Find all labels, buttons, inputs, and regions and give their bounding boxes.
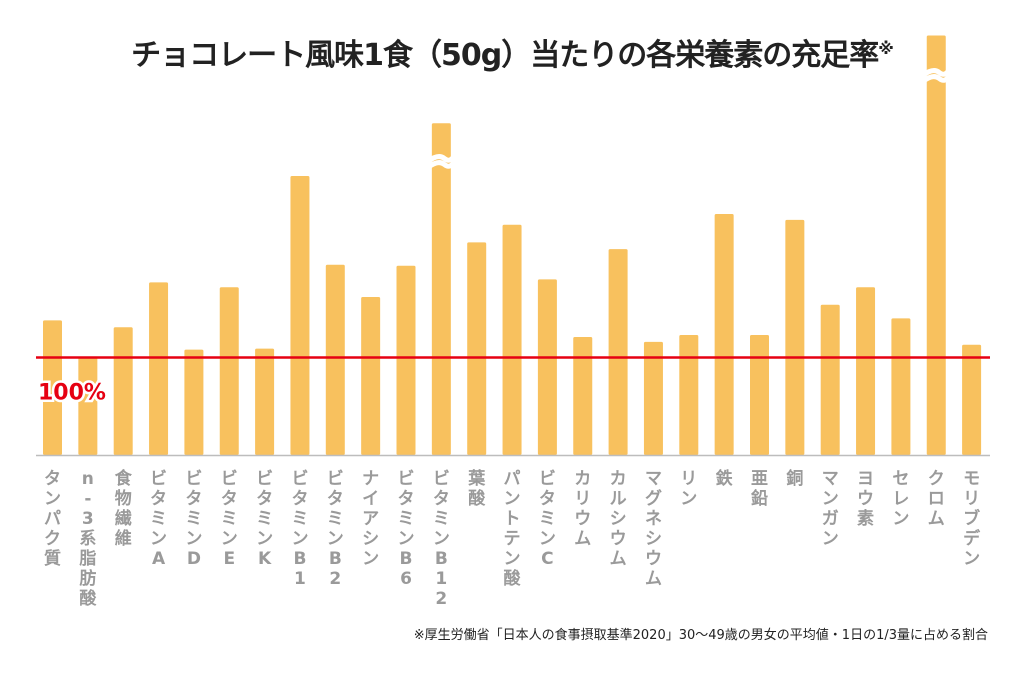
- category-label-26: モリブデン: [963, 469, 981, 569]
- category-label-13: パントテン酸: [504, 469, 522, 589]
- bar-11: [431, 123, 451, 456]
- category-label-5: ビタミン E: [221, 469, 238, 569]
- bar-25: [926, 35, 946, 455]
- category-label-23: ヨウ素: [857, 469, 874, 529]
- bar-24: [891, 318, 911, 455]
- category-label-9: ナイアシン: [362, 469, 379, 569]
- title-footnote-mark: ※: [878, 39, 894, 58]
- category-label-18: リン: [680, 469, 697, 509]
- footnote: ※厚生労働省「日本人の食事摂取基準2020」30〜49歳の男女の平均値・1日の1…: [413, 628, 988, 643]
- bar-4: [184, 349, 204, 455]
- category-label-4: ビタミン D: [185, 469, 202, 569]
- axis-break-mark-25-b: [921, 73, 952, 84]
- bar-19: [714, 214, 734, 455]
- bar-15: [573, 336, 593, 455]
- category-label-10: ビタミン B 6: [398, 469, 415, 589]
- bar-23: [856, 287, 876, 455]
- category-label-16: カルシウム: [610, 469, 627, 569]
- bar-22: [820, 304, 840, 455]
- chart-title: チョコレート風味1食（50g）当たりの各栄養素の充足率※: [0, 30, 1024, 74]
- category-label-17: マグネシウム: [645, 469, 662, 589]
- bar-16: [608, 249, 628, 455]
- bar-5: [219, 287, 239, 455]
- reference-line-label: 100%: [38, 380, 106, 405]
- category-label-11: ビタミン B 1 2: [433, 469, 450, 609]
- category-label-7: ビタミン B 1: [291, 469, 308, 589]
- category-label-24: セレン: [892, 469, 909, 529]
- category-label-22: マンガン: [822, 469, 839, 549]
- chart-title-text: チョコレート風味1食（50g）当たりの各栄養素の充足率: [131, 38, 879, 73]
- bar-12: [467, 242, 487, 455]
- bar-14: [537, 279, 557, 455]
- bar-18: [679, 335, 699, 455]
- category-label-0: タンパク質: [44, 469, 61, 569]
- bar-10: [396, 265, 416, 455]
- category-label-12: 葉酸: [467, 468, 486, 509]
- category-label-15: カリウム: [574, 469, 591, 549]
- bar-13: [502, 224, 522, 455]
- bar-26: [962, 344, 982, 455]
- bar-17: [643, 341, 663, 455]
- category-label-14: ビタミン C: [539, 469, 556, 569]
- category-label-1: n -3 系脂肪酸: [79, 469, 97, 609]
- category-label-3: ビタミン A: [150, 469, 167, 569]
- bar-8: [325, 264, 345, 455]
- category-label-21: 銅: [786, 468, 803, 489]
- category-label-19: 鉄: [716, 468, 733, 489]
- axis-break-mark-25: [921, 67, 952, 78]
- bar-0: [43, 320, 62, 455]
- axis-break-mark-11-b: [426, 159, 458, 170]
- bar-20: [750, 335, 769, 455]
- bar-21: [785, 219, 805, 455]
- category-label-6: ビタミン K: [256, 469, 273, 569]
- category-label-2: 食物繊維: [115, 468, 133, 549]
- category-label-20: 亜鉛: [751, 469, 768, 509]
- axis-break-mark-11: [426, 153, 458, 164]
- bar-2: [113, 327, 133, 455]
- bar-1: [78, 357, 98, 455]
- category-label-25: クロム: [928, 469, 945, 529]
- bar-6: [255, 348, 275, 455]
- bar-9: [361, 296, 381, 455]
- bar-7: [290, 175, 310, 455]
- category-label-8: ビタミン B 2: [327, 469, 344, 589]
- bar-3: [149, 282, 169, 455]
